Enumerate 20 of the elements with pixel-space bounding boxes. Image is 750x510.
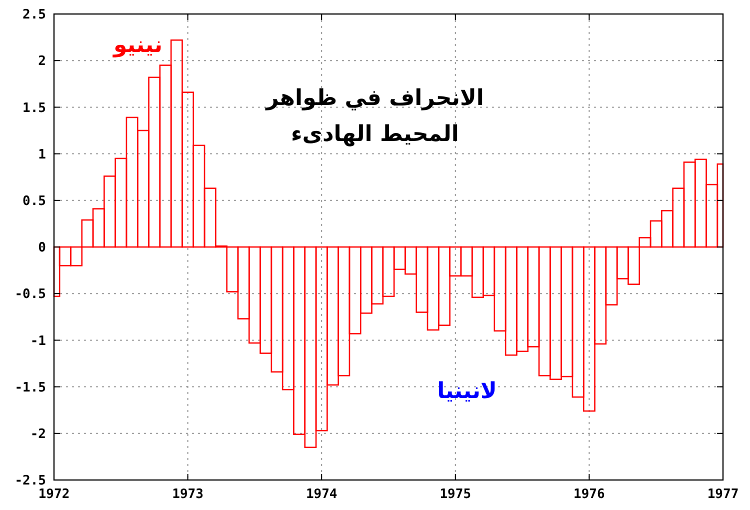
annotation: نينيو bbox=[112, 33, 162, 58]
y-tick-label: 1 bbox=[38, 147, 46, 162]
text: الانحراف في ظواهر المحيط الهادىء bbox=[265, 86, 484, 147]
annotation: لانينيا bbox=[437, 379, 497, 404]
x-tick-label: 1973 bbox=[172, 487, 204, 502]
y-tick-label: 0.5 bbox=[22, 194, 46, 209]
y-tick-label: -2 bbox=[30, 426, 46, 442]
y-tick-label: -0.5 bbox=[14, 287, 46, 302]
x-tick-label: 1976 bbox=[574, 487, 606, 502]
y-tick-label: 2.5 bbox=[22, 8, 46, 23]
y-tick-label: 0 bbox=[38, 240, 46, 256]
y-tick-label: -2.5 bbox=[14, 474, 46, 489]
y-tick-label: -1.5 bbox=[14, 380, 46, 396]
y-tick-label: 1.5 bbox=[22, 100, 46, 116]
y-tick-label: 2 bbox=[38, 54, 46, 70]
y-tick-label: -1 bbox=[30, 334, 46, 349]
x-tick-label: 1974 bbox=[306, 487, 338, 502]
x-tick-label: 1975 bbox=[440, 487, 472, 502]
x-tick-label: 1972 bbox=[38, 487, 70, 502]
x-tick-label: 1977 bbox=[707, 487, 739, 502]
